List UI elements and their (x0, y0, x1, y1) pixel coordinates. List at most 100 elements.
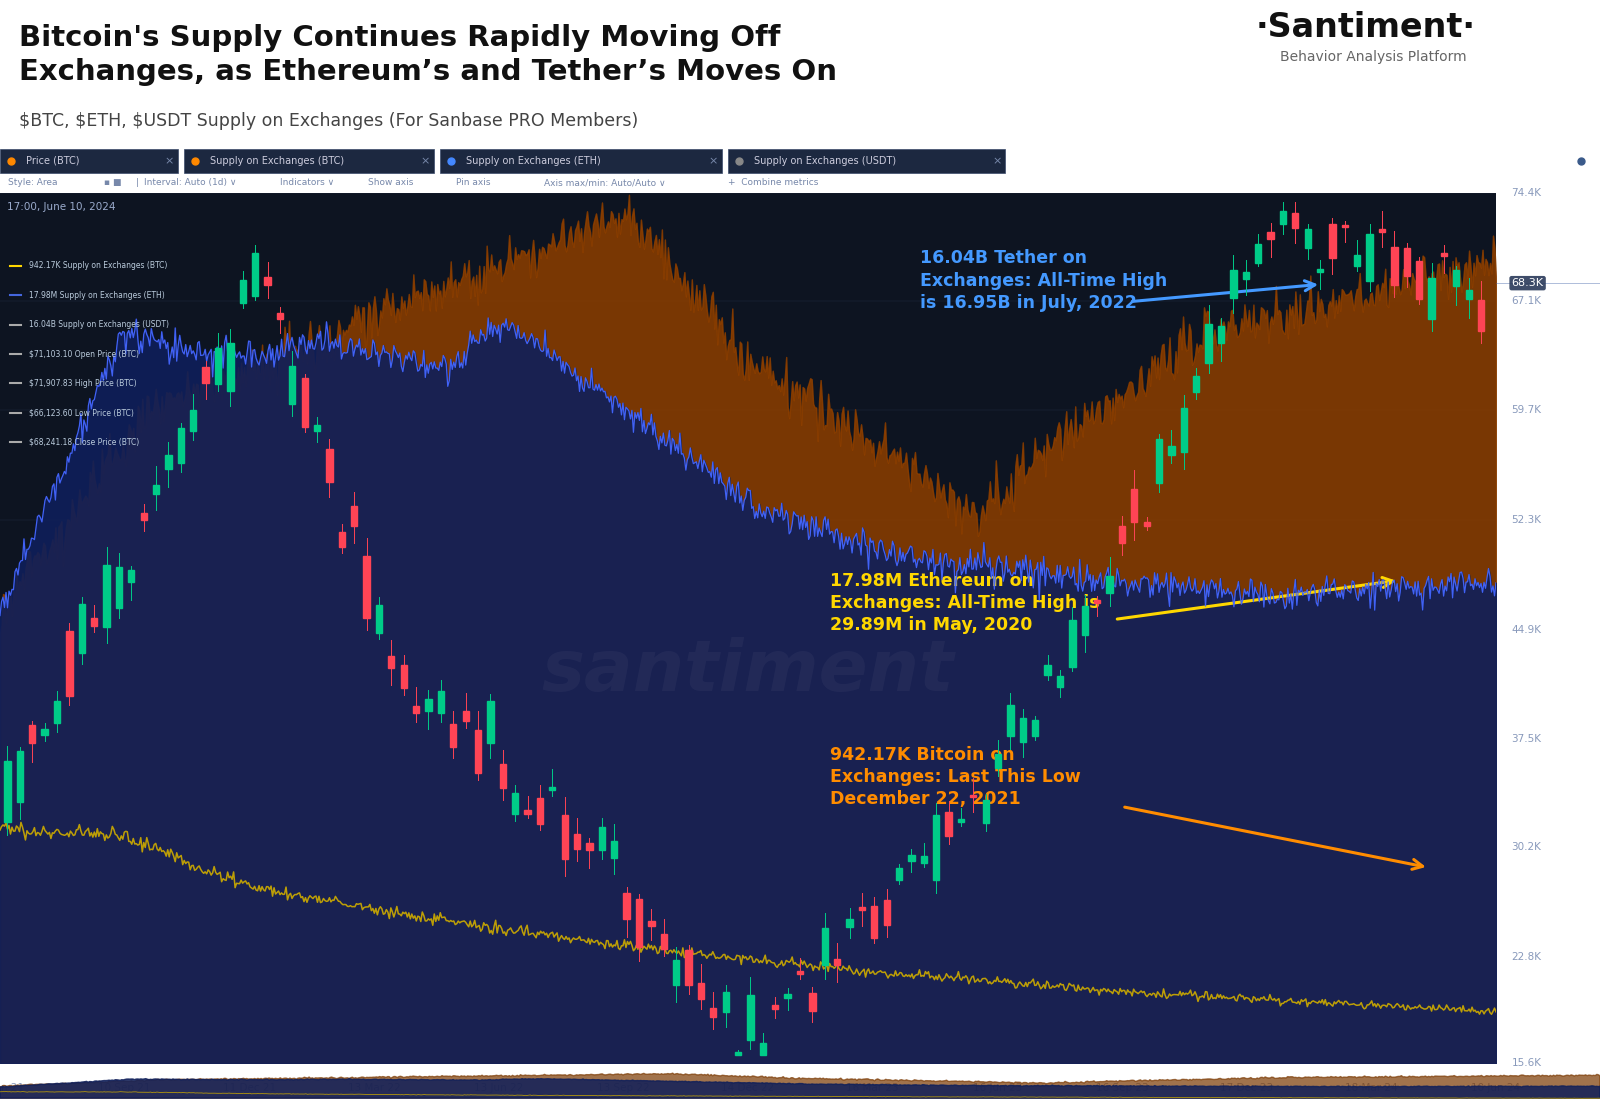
Bar (1453, 270, 1459, 287)
Text: 17 Dec 23: 17 Dec 23 (1221, 1082, 1274, 1092)
Bar (363, 555, 370, 618)
Bar (214, 348, 221, 383)
Bar (488, 701, 493, 744)
Bar (78, 604, 85, 652)
Text: Style: Area: Style: Area (8, 179, 58, 187)
Bar (549, 787, 555, 790)
Text: ·Santiment·: ·Santiment· (1256, 11, 1475, 44)
Bar (846, 919, 853, 927)
Bar (290, 367, 296, 404)
Bar (1069, 620, 1075, 667)
Bar (1008, 705, 1014, 736)
Bar (624, 894, 630, 919)
Bar (154, 485, 160, 494)
Bar (426, 700, 432, 711)
Bar (54, 702, 61, 724)
Text: 18 Mar 24: 18 Mar 24 (1346, 1082, 1398, 1092)
Text: 30.2K: 30.2K (1512, 842, 1541, 852)
Text: Supply on Exchanges (BTC): Supply on Exchanges (BTC) (210, 155, 344, 166)
Bar (1392, 247, 1397, 284)
Text: 13 Mar 22: 13 Mar 22 (347, 1082, 400, 1092)
Bar (1107, 575, 1112, 593)
Bar (1205, 324, 1211, 363)
Text: 17.98M Ethereum on
Exchanges: All-Time High is
29.89M in May, 2020: 17.98M Ethereum on Exchanges: All-Time H… (830, 572, 1099, 634)
Text: 17:00, June 10, 2024: 17:00, June 10, 2024 (8, 202, 115, 212)
Bar (1429, 278, 1435, 318)
Bar (1280, 210, 1286, 224)
Bar (728, 149, 1005, 173)
Bar (1466, 290, 1472, 300)
Bar (1478, 300, 1485, 331)
Bar (574, 834, 581, 849)
Bar (970, 795, 976, 797)
Text: |: | (136, 179, 139, 187)
Bar (797, 971, 803, 974)
Text: 15.6K: 15.6K (1512, 1058, 1541, 1069)
Bar (227, 344, 234, 391)
Bar (0, 149, 178, 173)
Text: 37.5K: 37.5K (1512, 734, 1541, 744)
Text: 13 Jun 22: 13 Jun 22 (474, 1082, 523, 1092)
Bar (499, 764, 506, 788)
Bar (760, 1042, 766, 1055)
Bar (810, 993, 816, 1011)
Bar (440, 149, 722, 173)
Bar (400, 665, 406, 689)
Bar (870, 906, 877, 938)
Bar (859, 907, 866, 910)
Bar (920, 856, 926, 863)
Bar (538, 798, 542, 824)
Text: 16 Sep 23: 16 Sep 23 (1096, 1082, 1149, 1092)
Bar (1317, 270, 1323, 272)
Bar (1045, 666, 1051, 674)
Bar (1330, 224, 1336, 259)
Text: ▪ ■: ▪ ■ (104, 179, 122, 187)
Bar (1293, 213, 1299, 228)
Bar (1218, 326, 1224, 343)
Text: 16 Mar 23: 16 Mar 23 (846, 1082, 899, 1092)
Bar (190, 410, 197, 431)
Bar (29, 725, 35, 744)
Bar (635, 899, 642, 948)
Bar (586, 843, 592, 850)
Bar (104, 565, 110, 627)
Text: 59.7K: 59.7K (1512, 406, 1541, 415)
Bar (674, 960, 680, 985)
Bar (128, 571, 134, 582)
Text: Price (BTC): Price (BTC) (26, 155, 78, 166)
Text: 74.4K: 74.4K (1512, 187, 1541, 198)
Text: 14 Dec 22: 14 Dec 22 (722, 1082, 774, 1092)
Bar (264, 277, 270, 284)
Text: Indicators ∨: Indicators ∨ (280, 179, 334, 187)
Bar (822, 928, 827, 964)
Text: Show axis: Show axis (368, 179, 413, 187)
Text: Supply on Exchanges (USDT): Supply on Exchanges (USDT) (754, 155, 896, 166)
Bar (251, 253, 258, 296)
Text: 16 Jun 23: 16 Jun 23 (973, 1082, 1022, 1092)
Bar (1254, 244, 1261, 262)
Bar (1032, 720, 1038, 736)
Bar (1416, 261, 1422, 299)
Bar (389, 656, 395, 668)
Bar (1131, 488, 1138, 522)
Text: 10 Sep 21: 10 Sep 21 (99, 1082, 150, 1092)
Bar (1155, 439, 1162, 483)
Bar (1267, 231, 1274, 239)
Text: $68,241.18 Close Price (BTC): $68,241.18 Close Price (BTC) (29, 437, 139, 446)
Text: Pin axis: Pin axis (456, 179, 491, 187)
Text: 09 Jun 21: 09 Jun 21 (0, 1082, 24, 1092)
Bar (1379, 229, 1386, 231)
Text: 22.8K: 22.8K (1512, 952, 1541, 962)
Bar (710, 1008, 717, 1017)
Bar (178, 428, 184, 463)
Bar (141, 512, 147, 519)
Bar (376, 605, 382, 634)
Text: Interval: Auto (1d) ∨: Interval: Auto (1d) ∨ (144, 179, 237, 187)
Text: Axis max/min: Auto/Auto ∨: Axis max/min: Auto/Auto ∨ (544, 179, 666, 187)
Bar (277, 313, 283, 318)
Bar (525, 810, 531, 814)
Bar (1019, 717, 1026, 742)
Bar (203, 367, 208, 382)
Bar (611, 841, 618, 858)
Bar (598, 826, 605, 850)
